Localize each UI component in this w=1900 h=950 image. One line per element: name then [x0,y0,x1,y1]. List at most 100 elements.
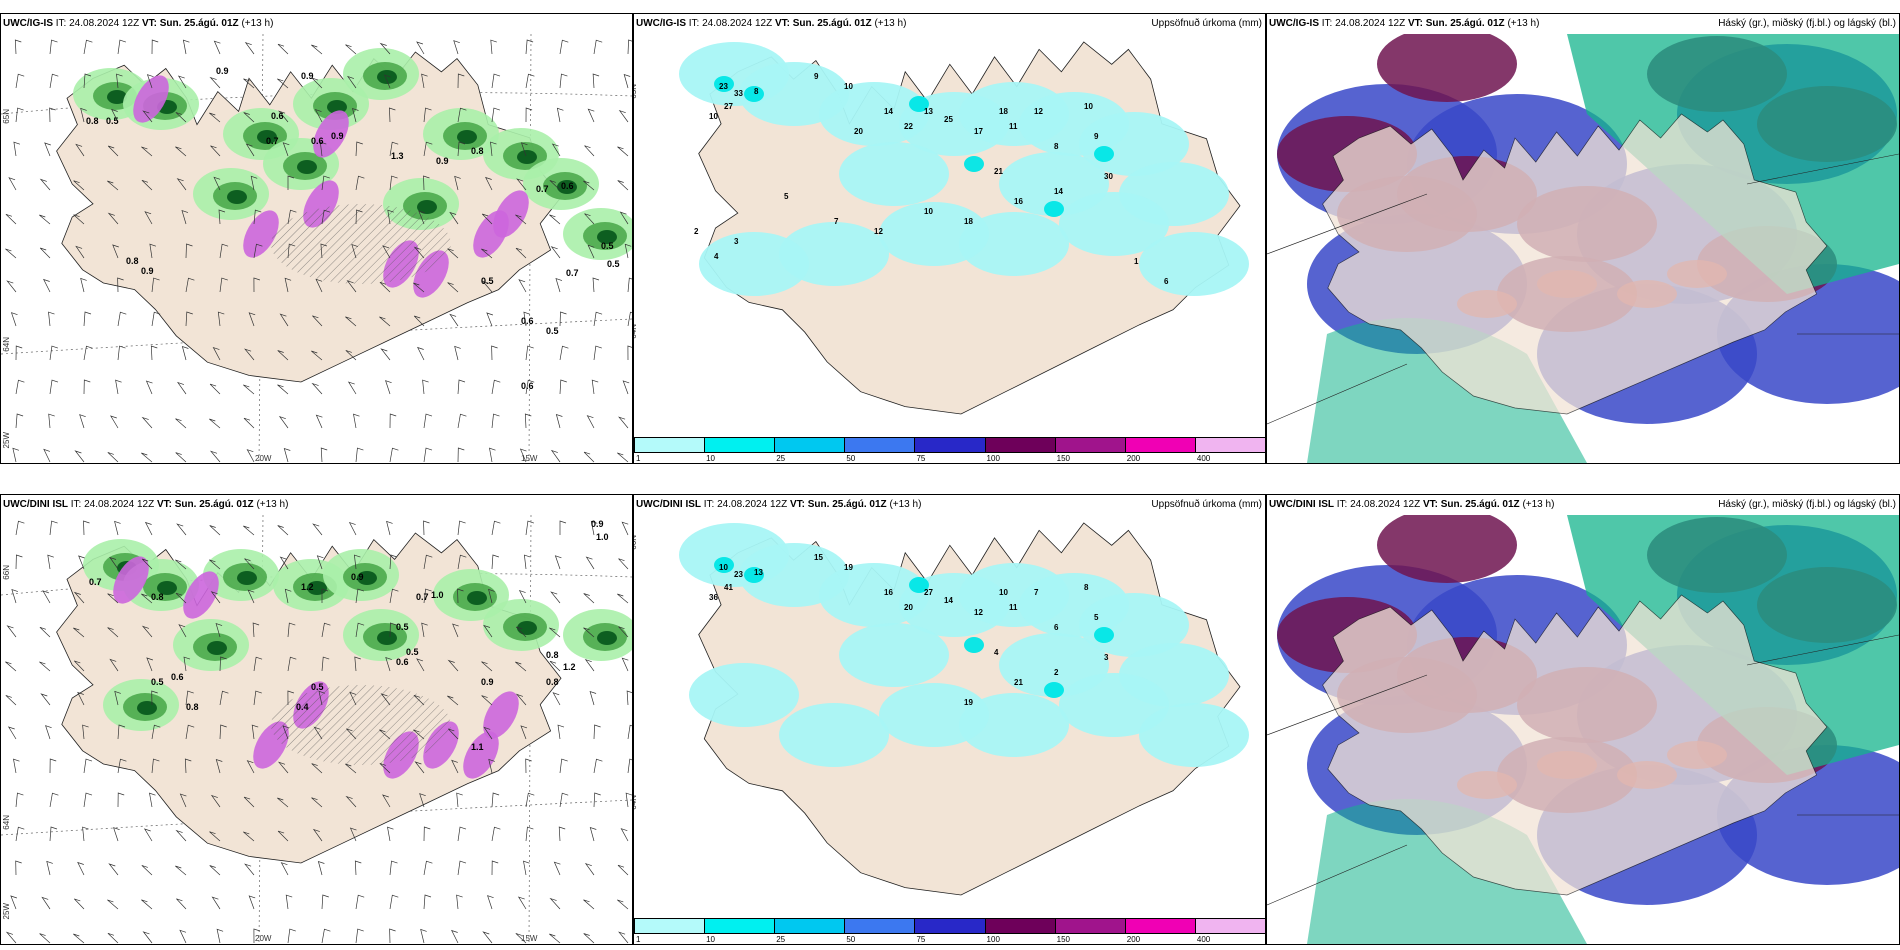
wind-barb [559,73,568,89]
rain-heavy-area [517,621,537,635]
colorbar-tick-label: 150 [1056,454,1071,463]
lead-time: (+13 h) [241,18,274,29]
precip-area [879,683,989,747]
boundary-lines [1267,153,1899,425]
wind-barb [552,692,561,706]
lat-label-65n: 65N [633,84,638,99]
wind-barb [525,758,532,774]
wind-barb [279,313,289,327]
wind-barb [109,658,119,672]
wind-barb [246,449,255,463]
wind-barb [590,520,598,536]
wind-barb [485,176,493,191]
wind-barb [593,758,603,774]
wind-barb [181,210,189,225]
wind-barb [491,860,499,876]
precip-area [879,202,989,266]
rain-heavy-area [157,581,177,595]
cloud-panel-top: UWC/IG-IS IT: 24.08.2024 12Z VT: Sun. 25… [1266,13,1900,464]
lat-label-64n: 64N [2,815,11,830]
wind-barb [549,897,561,910]
wind-barb [49,792,59,808]
wind-rain-panel-top: UWC/IG-IS IT: 24.08.2024 12Z VT: Sun. 25… [0,13,633,464]
wind-barb [515,626,527,638]
wind-rain-map: 0.90.8 0.60.50.90.7 0.6 0.91.3 0.80.90.7 0.60… [1,34,632,463]
it-label: IT: [688,18,700,29]
colorbar-swatch [1194,437,1265,453]
wind-barbs [5,520,632,944]
wind-barb [523,311,531,327]
rain-value-label: 0.9 [591,519,604,529]
wind-barb [210,794,221,808]
wind-barb [110,415,119,429]
wind-barb [617,864,629,876]
wind-barb [49,826,58,842]
wind-barb [618,416,629,429]
convective-band [243,210,279,258]
accum-value-label: 13 [924,107,933,116]
accum-value-label: 10 [709,112,718,121]
wind-barb [457,413,467,429]
wind-barb [277,525,289,536]
wind-barb [117,277,124,293]
rain-value-label: 0.6 [396,657,409,667]
wind-barb [383,74,391,89]
wind-barb [481,661,493,672]
wind-barb [452,623,459,638]
colorbar-tick-label: 10 [706,454,716,463]
wind-barb [593,724,601,740]
wind-barb [176,523,187,536]
wind-barb [75,245,85,259]
wind-barb [457,379,466,395]
rain-value-label: 0.6 [171,672,184,682]
wind-barb [311,44,323,55]
wind-barb [13,758,20,774]
wind-barb [385,380,392,395]
wind-barb [354,860,362,876]
precip-peak [744,567,764,583]
precip-peak [909,96,929,112]
wind-barb [487,895,494,910]
wind-barb [423,107,432,123]
colorbar-tick-label: 50 [846,935,856,944]
precip-area [1139,232,1249,296]
wind-barb [618,110,629,123]
wind-barb [413,246,425,259]
wind-barb [457,588,464,604]
wind-barb [248,312,256,327]
high-cloud-area [1377,515,1517,583]
wind-barb [520,142,528,157]
wind-barb [141,179,153,191]
wind-barb [73,627,85,638]
wind-barb [525,39,534,55]
wind-barb [182,39,190,55]
model-name: UWC/DINI ISL [1269,499,1334,510]
wind-barb [284,588,292,604]
boundary-line [1267,363,1408,425]
it-value: 24.08.2024 12Z [717,499,788,510]
wind-barb [556,107,564,123]
wind-barb [457,73,465,89]
lead-time: (+13 h) [874,18,907,29]
wind-barb [491,73,501,89]
wind-barb [457,520,466,536]
wind-barb [213,176,221,191]
boundary-line [1267,844,1408,906]
wind-barb [413,315,425,327]
wind-barb [549,660,561,672]
wind-barb [559,792,569,808]
cloud-title: Háský (gr.), miðský (fj.bl.) og lágský (… [1718,499,1896,510]
accum-value-label: 7 [1034,588,1039,597]
wind-barb [420,928,427,944]
wind-barb [491,413,500,429]
wind-barb [116,73,123,89]
wind-barb [246,760,255,774]
rain-value-label: 0.8 [186,702,199,712]
wind-barb [143,828,153,842]
wind-barb [248,895,256,910]
wind-barb [346,280,357,293]
wind-barb [389,413,397,429]
wind-barb [317,860,325,876]
wind-barb [179,793,187,808]
wind-barb [583,451,595,463]
